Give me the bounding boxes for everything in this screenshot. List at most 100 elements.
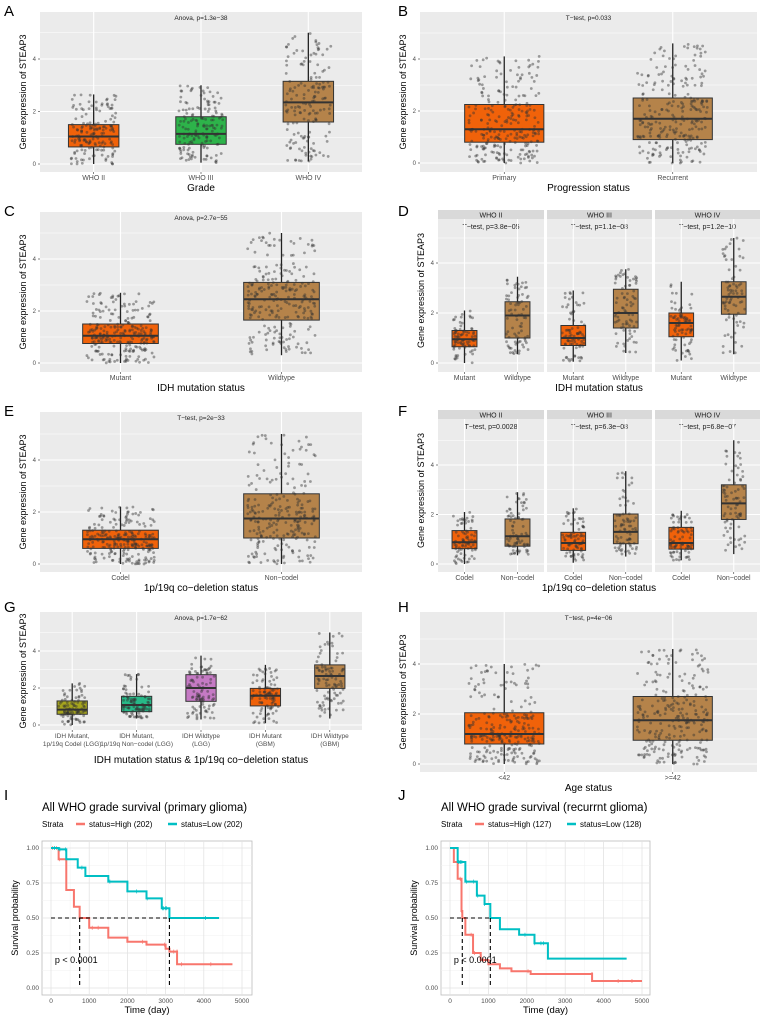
- data-point: [280, 548, 284, 552]
- data-point: [250, 552, 254, 556]
- data-point: [618, 541, 622, 545]
- data-point: [98, 127, 102, 131]
- data-point: [636, 725, 639, 729]
- data-point: [529, 715, 533, 719]
- data-point: [629, 519, 633, 523]
- data-point: [309, 157, 313, 161]
- data-point: [695, 136, 699, 139]
- data-point: [75, 688, 79, 692]
- data-point: [678, 744, 682, 747]
- data-point: [525, 548, 528, 552]
- data-point: [460, 521, 464, 525]
- data-point: [462, 556, 466, 560]
- data-point: [70, 717, 74, 721]
- data-point: [454, 539, 457, 543]
- data-point: [306, 316, 310, 320]
- data-point: [737, 283, 741, 287]
- data-point: [263, 324, 266, 328]
- data-point: [628, 332, 632, 336]
- data-point: [142, 340, 146, 344]
- data-point: [501, 157, 505, 161]
- data-point: [257, 540, 261, 543]
- data-point: [274, 315, 278, 319]
- data-point: [706, 670, 710, 674]
- data-point: [739, 478, 743, 482]
- data-point: [250, 283, 254, 287]
- data-point: [139, 324, 143, 328]
- data-point: [729, 536, 732, 540]
- x-tick-label: Mutant: [110, 375, 131, 382]
- data-point: [564, 334, 568, 338]
- data-point: [654, 735, 657, 739]
- data-point: [530, 156, 534, 160]
- data-point: [573, 354, 577, 358]
- data-point: [109, 106, 113, 110]
- data-point: [317, 668, 321, 672]
- data-point: [303, 309, 307, 313]
- data-point: [97, 339, 101, 342]
- data-point: [275, 668, 278, 672]
- data-point: [503, 733, 507, 737]
- data-point: [505, 671, 509, 674]
- data-point: [250, 313, 253, 317]
- data-point: [464, 519, 467, 522]
- y-tick-label: 2: [431, 311, 435, 317]
- data-point: [112, 544, 116, 548]
- data-point: [683, 672, 687, 676]
- x-tick-label: Wildtype: [268, 375, 295, 382]
- data-point: [724, 548, 727, 552]
- data-point: [523, 94, 527, 98]
- data-point: [113, 331, 116, 335]
- data-point: [302, 145, 306, 149]
- data-point: [531, 737, 535, 741]
- data-point: [671, 702, 675, 706]
- data-point: [321, 701, 325, 704]
- data-point: [104, 339, 108, 342]
- data-point: [622, 342, 626, 346]
- data-point: [532, 752, 535, 755]
- data-point: [509, 552, 512, 556]
- data-point: [518, 324, 522, 328]
- data-point: [669, 529, 673, 533]
- data-point: [741, 475, 745, 478]
- data-point: [683, 515, 687, 519]
- data-point: [320, 670, 324, 674]
- data-point: [505, 713, 509, 716]
- data-point: [482, 147, 486, 151]
- x-tick-label: 0: [448, 998, 452, 1005]
- data-point: [137, 513, 141, 517]
- data-point: [140, 708, 144, 712]
- data-point: [507, 309, 511, 313]
- data-point: [467, 539, 471, 543]
- data-point: [186, 711, 189, 715]
- data-point: [569, 292, 572, 296]
- data-point: [675, 543, 678, 547]
- x-axis-title: Time (day): [124, 1005, 169, 1016]
- data-point: [665, 108, 669, 112]
- data-point: [136, 672, 140, 676]
- data-point: [515, 541, 519, 545]
- data-point: [302, 311, 306, 315]
- data-point: [148, 543, 152, 547]
- y-tick-label: 2: [413, 712, 417, 718]
- data-point: [645, 680, 648, 684]
- data-point: [628, 532, 632, 536]
- data-point: [529, 755, 533, 758]
- data-point: [532, 108, 536, 112]
- data-point: [517, 331, 521, 335]
- data-point: [313, 95, 317, 99]
- data-point: [310, 244, 314, 248]
- data-point: [652, 750, 656, 754]
- data-point: [474, 154, 478, 158]
- y-tick-label: 0.75: [26, 880, 39, 887]
- y-tick-label: 0.00: [425, 985, 438, 992]
- data-point: [500, 715, 504, 719]
- data-point: [453, 543, 457, 547]
- data-point: [255, 292, 259, 296]
- data-point: [272, 698, 276, 702]
- data-point: [673, 754, 677, 757]
- data-point: [270, 674, 273, 678]
- data-point: [527, 723, 530, 727]
- data-point: [285, 338, 289, 341]
- data-point: [495, 75, 498, 79]
